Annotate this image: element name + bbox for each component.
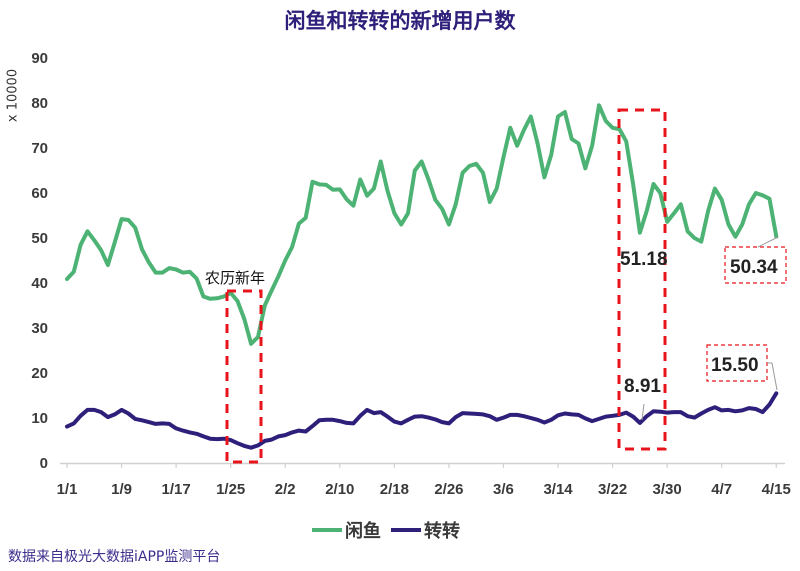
y-tick-label: 80 bbox=[31, 95, 48, 112]
zhuanzhuan-swatch-icon bbox=[391, 528, 421, 532]
x-tick-label: 3/22 bbox=[598, 481, 627, 498]
x-tick-label: 1/25 bbox=[216, 481, 245, 498]
y-tick-label: 90 bbox=[31, 50, 48, 67]
xianyu-min-value-label: 51.18 bbox=[620, 249, 668, 270]
y-axis-ticks: 0 10 20 30 40 50 60 70 80 90 bbox=[31, 50, 48, 472]
zhuanzhuan-line bbox=[65, 391, 779, 450]
legend-label-xianyu: 闲鱼 bbox=[345, 521, 381, 542]
x-tick-label: 1/9 bbox=[111, 481, 132, 498]
xianyu-last-label-box bbox=[724, 246, 787, 284]
x-tick-label: 1/17 bbox=[162, 481, 191, 498]
x-tick-label: 3/30 bbox=[653, 481, 682, 498]
zhuanzhuan-min-leader bbox=[641, 403, 645, 421]
x-tick-label: 2/10 bbox=[325, 481, 354, 498]
chart-title: 闲鱼和转转的新增用户数 bbox=[284, 9, 516, 33]
x-tick-label: 2/2 bbox=[275, 481, 296, 498]
xianyu-last-value-label: 50.34 bbox=[730, 257, 778, 278]
x-tick-label: 4/7 bbox=[711, 481, 732, 498]
legend-item-zhuanzhuan[interactable]: 转转 bbox=[391, 517, 460, 543]
xianyu-swatch-icon bbox=[312, 528, 342, 532]
y-tick-label: 50 bbox=[31, 230, 48, 247]
xianyu-line bbox=[65, 103, 779, 346]
x-tick-label: 4/15 bbox=[762, 481, 791, 498]
x-tick-label: 2/26 bbox=[434, 481, 463, 498]
x-tick-label: 3/14 bbox=[543, 481, 573, 498]
y-tick-label: 10 bbox=[31, 410, 48, 427]
march-highlight-box bbox=[617, 108, 667, 451]
x-tick-label: 3/6 bbox=[493, 481, 514, 498]
spring-festival-label: 农历新年 bbox=[205, 269, 265, 287]
zhuanzhuan-last-leader-2 bbox=[771, 362, 778, 391]
y-tick-label: 60 bbox=[31, 185, 48, 202]
xianyu-last-leader bbox=[757, 236, 779, 248]
legend-label-zhuanzhuan: 转转 bbox=[424, 521, 460, 542]
zhuanzhuan-last-value-label: 15.50 bbox=[711, 355, 759, 376]
y-tick-label: 30 bbox=[31, 320, 48, 337]
y-tick-label: 0 bbox=[40, 455, 48, 472]
x-tick-label: 2/18 bbox=[380, 481, 409, 498]
legend-item-xianyu[interactable]: 闲鱼 bbox=[312, 517, 381, 543]
y-tick-label: 40 bbox=[31, 275, 48, 292]
x-tick-label: 1/1 bbox=[57, 481, 78, 498]
y-tick-label: 20 bbox=[31, 365, 48, 382]
legend: 闲鱼 转转 bbox=[312, 517, 460, 543]
source-note: 数据来自极光大数据iAPP监测平台 bbox=[8, 549, 221, 565]
zhuanzhuan-min-value-label: 8.91 bbox=[624, 376, 661, 397]
x-axis: 1/1 1/9 1/17 1/25 2/2 2/10 2/18 2/26 3/6 3/14 3/22… bbox=[57, 462, 791, 498]
spring-festival-highlight-box bbox=[225, 289, 263, 464]
y-tick-label: 70 bbox=[31, 140, 48, 157]
